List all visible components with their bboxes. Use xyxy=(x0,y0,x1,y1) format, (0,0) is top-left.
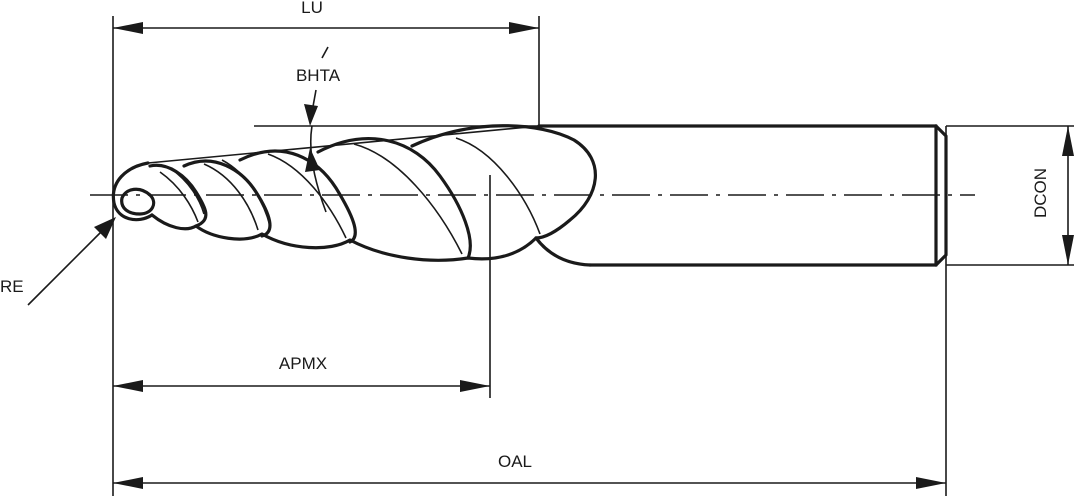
oal-arrow-right xyxy=(916,477,946,489)
re-dimension: RE xyxy=(0,217,116,306)
apmx-arrow-left xyxy=(113,380,143,392)
re-leader-line xyxy=(27,228,105,306)
helix-line-6 xyxy=(169,167,205,215)
helix-line-5 xyxy=(455,137,541,235)
bhta-label: BHTA xyxy=(296,66,341,85)
lu-label: LU xyxy=(301,0,323,17)
helix-line-7 xyxy=(221,159,271,227)
dcon-dimension: DCON xyxy=(1031,126,1074,265)
bhta-arrow-bottom xyxy=(305,148,320,172)
helix-line-4 xyxy=(353,143,463,255)
flute-crest-1 xyxy=(148,163,208,228)
helix-line-1 xyxy=(159,171,199,223)
flute-crest-3 xyxy=(238,149,357,244)
apmx-arrow-right xyxy=(460,380,490,392)
ball-nose-inner xyxy=(120,187,156,216)
dcon-arrow-bottom xyxy=(1062,235,1074,265)
bhta-leader-tick xyxy=(321,46,329,59)
tool-body xyxy=(111,124,948,267)
helix-line-3 xyxy=(267,153,347,239)
flute-crest-5 xyxy=(410,124,597,240)
lu-dimension: LU xyxy=(113,0,539,34)
shank-chamfer xyxy=(934,124,948,267)
apmx-dimension: APMX xyxy=(113,354,490,392)
bhta-arrow-top xyxy=(304,104,318,126)
helix-line-2 xyxy=(203,163,259,231)
flute-lobe-bottom xyxy=(150,213,592,267)
apmx-label: APMX xyxy=(279,354,327,373)
bhta-dimension: BHTA xyxy=(296,46,341,213)
dcon-label: DCON xyxy=(1031,168,1050,218)
lu-arrow-left xyxy=(113,22,143,34)
taper-envelope-top xyxy=(147,125,540,164)
ball-nose-tip xyxy=(111,161,154,222)
extension-lines xyxy=(112,16,1074,496)
lu-arrow-right xyxy=(509,22,539,34)
oal-dimension: OAL xyxy=(113,452,946,489)
re-arrow xyxy=(94,217,116,239)
oal-arrow-left xyxy=(113,477,143,489)
dcon-arrow-top xyxy=(1062,126,1074,156)
flute-crest-4 xyxy=(316,137,472,260)
re-label: RE xyxy=(0,277,24,296)
oal-label: OAL xyxy=(498,452,532,471)
